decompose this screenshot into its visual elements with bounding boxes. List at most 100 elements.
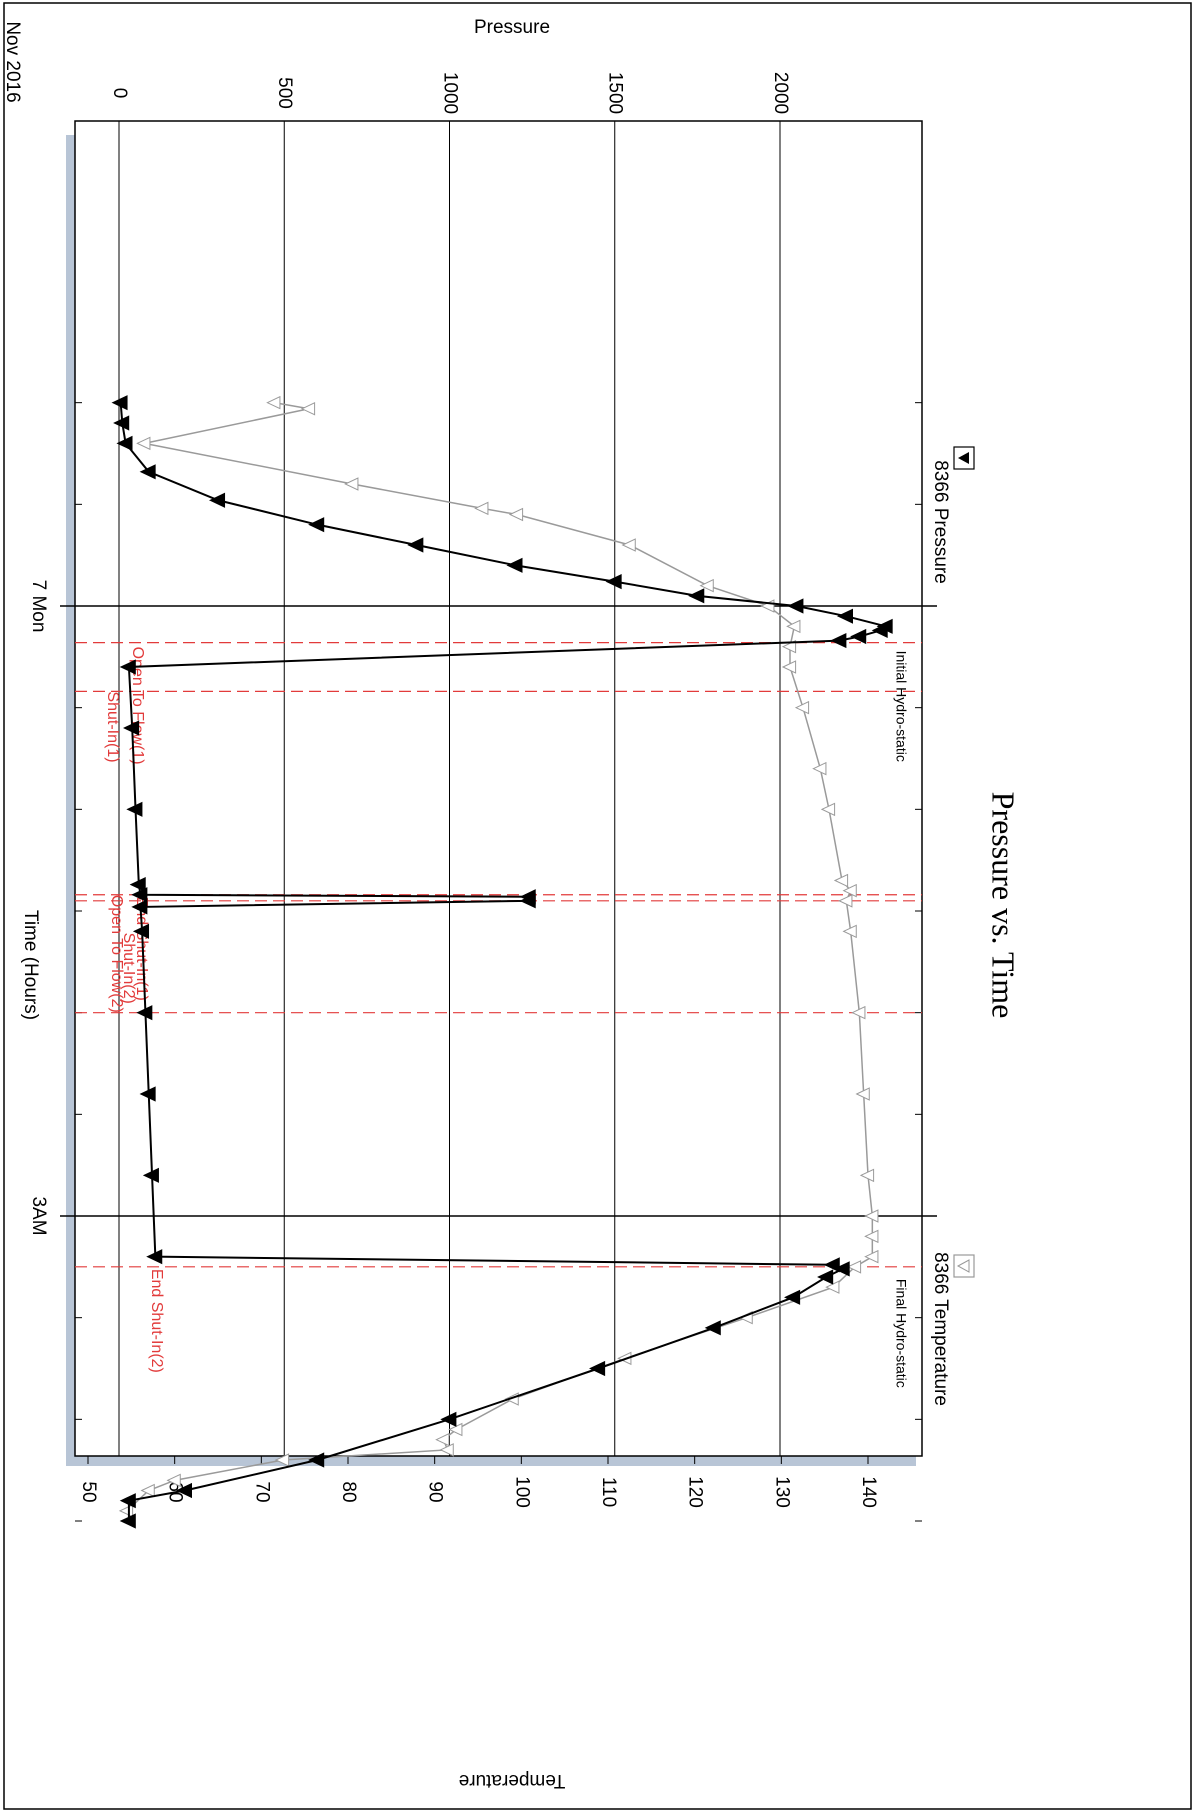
pressure-axis-title: Pressure <box>474 17 550 38</box>
temperature-tick-label: 80 <box>338 1481 359 1502</box>
temperature-point <box>621 538 636 552</box>
temperature-tick-label: 70 <box>251 1481 272 1502</box>
temperature-point <box>136 436 151 451</box>
temperature-point <box>300 402 316 416</box>
pressure-point <box>131 887 148 903</box>
pressure-point <box>113 415 130 431</box>
pressure-point <box>119 659 136 675</box>
temperature-point <box>699 578 714 593</box>
temperature-point <box>812 761 827 776</box>
temperature-point <box>838 894 853 908</box>
annotation-label: Final Hydro-static <box>893 1279 909 1388</box>
temperature-point <box>508 507 524 522</box>
pressure-point <box>111 395 128 411</box>
legend-pressure-label: 8366 Pressure <box>930 460 951 584</box>
pressure-point <box>784 1289 801 1305</box>
pressure-point <box>308 1452 325 1468</box>
pressure-point <box>704 1320 721 1336</box>
temperature-point <box>435 1432 450 1447</box>
pressure-tick-label: 1500 <box>605 72 626 114</box>
plot-area <box>74 120 923 1457</box>
temperature-point <box>846 1260 862 1274</box>
date-label: Nov 2016 <box>2 21 23 102</box>
pressure-point <box>830 632 847 649</box>
temperature-point <box>781 639 797 654</box>
temperature-point <box>864 1229 879 1244</box>
pressure-point <box>132 923 150 939</box>
temperature-tick-label: 140 <box>858 1476 879 1508</box>
event-label: Open To Flow(2) <box>108 895 125 1013</box>
pressure-point <box>688 588 705 604</box>
temperature-tick-label: 120 <box>685 1476 706 1508</box>
temperature-point <box>842 924 857 939</box>
annotation-label: Initial Hydro-static <box>893 651 909 762</box>
temperature-point <box>786 619 801 634</box>
temperature-point <box>864 1209 879 1223</box>
time-axis-title: Time (Hours) <box>20 910 41 1020</box>
legend-temperature-label: 8366 Temperature <box>930 1252 951 1406</box>
temperature-point <box>439 1443 454 1457</box>
event-label: Shut-In(1) <box>104 691 121 762</box>
pressure-point <box>871 622 888 638</box>
temperature-point <box>474 501 489 516</box>
event-label: Shut-In(2) <box>120 933 137 1004</box>
pressure-point <box>787 598 804 614</box>
temperature-point <box>855 1087 870 1101</box>
temperature-tick-label: 130 <box>771 1476 792 1508</box>
pressure-tick-label: 500 <box>274 77 295 109</box>
time-tick-label: 3AM <box>28 1196 49 1235</box>
temperature-point <box>833 873 849 888</box>
pressure-point <box>605 574 622 590</box>
pressure-point <box>139 464 156 480</box>
pressure-point <box>175 1482 192 1499</box>
event-label: End Shut-In(2) <box>148 1269 165 1373</box>
legend-temperature-icon <box>956 1259 970 1273</box>
pressure-point <box>836 608 853 624</box>
temperature-tick-label: 100 <box>511 1476 532 1508</box>
temperature-point <box>851 1005 866 1020</box>
temperature-point <box>781 660 797 674</box>
pressure-point <box>129 876 146 893</box>
pressure-point <box>407 537 424 553</box>
legend-pressure-icon <box>958 452 969 464</box>
pressure-point <box>519 893 536 909</box>
pressure-point <box>131 899 148 915</box>
pressure-point <box>119 1493 136 1509</box>
pressure-point <box>142 1167 159 1183</box>
temperature-tick-label: 50 <box>78 1481 99 1502</box>
pressure-point <box>506 557 523 573</box>
temperature-point <box>820 802 836 817</box>
temperature-point <box>344 477 359 491</box>
temperature-axis-title: Temperature <box>459 1770 566 1791</box>
pressure-point <box>817 1269 834 1285</box>
temperature-point <box>274 1453 290 1467</box>
pressure-series-line <box>119 402 888 1521</box>
pressure-point <box>308 517 325 533</box>
pressure-point <box>139 1086 156 1102</box>
pressure-point <box>116 435 133 451</box>
pressure-point <box>119 1513 136 1529</box>
outer-border <box>3 2 1192 1810</box>
pressure-point <box>146 1249 163 1265</box>
pressure-tick-label: 0 <box>109 88 130 99</box>
chart-title: Pressure vs. Time <box>986 792 1022 1019</box>
temperature-point <box>864 1249 879 1264</box>
pressure-point <box>126 801 143 817</box>
pressure-point <box>850 628 867 645</box>
pressure-point <box>136 1005 153 1021</box>
temperature-point <box>166 1473 181 1488</box>
pressure-point <box>589 1360 606 1377</box>
temperature-tick-label: 110 <box>598 1477 619 1507</box>
temperature-tick-label: 90 <box>425 1481 446 1502</box>
pressure-tick-label: 1000 <box>439 72 460 114</box>
temperature-point <box>140 1483 155 1498</box>
temperature-point <box>266 395 281 410</box>
temperature-point <box>794 700 810 715</box>
temperature-point <box>859 1168 875 1183</box>
pressure-point <box>123 720 140 736</box>
event-label: End Shut-In(1) <box>133 897 150 1001</box>
pressure-point <box>833 1261 850 1277</box>
time-tick-label: 7 Mon <box>28 580 49 633</box>
